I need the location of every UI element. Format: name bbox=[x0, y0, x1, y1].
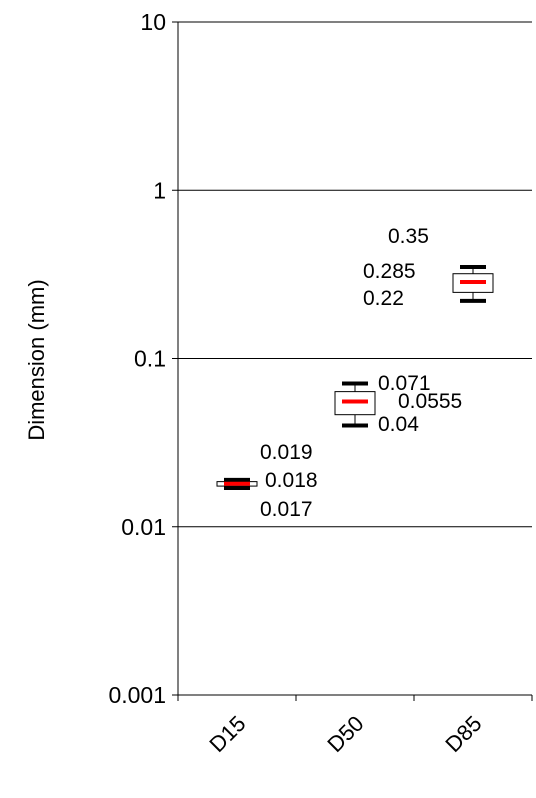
axes bbox=[172, 21, 533, 701]
data-label-min: 0.017 bbox=[260, 498, 313, 521]
data-label-median: 0.0555 bbox=[398, 390, 462, 413]
data-label-min: 0.22 bbox=[363, 287, 404, 310]
data-label-median: 0.018 bbox=[265, 469, 318, 492]
x-category-label: D50 bbox=[322, 711, 368, 757]
boxplots bbox=[216, 264, 494, 490]
data-label-median: 0.285 bbox=[363, 260, 416, 283]
y-tick-label: 1 bbox=[153, 177, 166, 203]
gridlines bbox=[178, 21, 532, 528]
y-tick-label: 0.1 bbox=[134, 346, 166, 372]
x-category-label: D15 bbox=[204, 711, 250, 757]
data-label-min: 0.04 bbox=[378, 413, 419, 436]
data-label-max: 0.071 bbox=[378, 372, 431, 395]
y-axis-title: Dimension (mm) bbox=[24, 279, 49, 440]
x-category-label: D85 bbox=[440, 711, 486, 757]
y-tick-label: 0.001 bbox=[108, 682, 166, 708]
data-label-max: 0.019 bbox=[260, 441, 313, 464]
y-tick-label: 0.01 bbox=[121, 514, 166, 540]
data-label-max: 0.35 bbox=[388, 225, 429, 248]
y-tick-label: 10 bbox=[140, 9, 166, 35]
